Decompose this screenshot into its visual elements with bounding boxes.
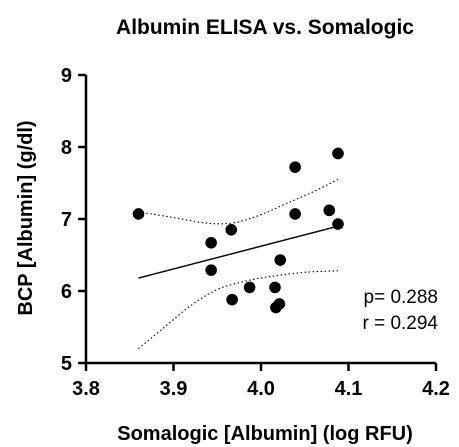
r-value-annotation: r = 0.294: [362, 313, 438, 334]
data-point: [243, 281, 256, 294]
regression-line: [138, 225, 339, 279]
data-point: [205, 236, 217, 249]
regression-line-group: [138, 225, 339, 279]
x-axis-ticks: 3.8 3.9 4.0 4.1 4.2: [72, 363, 450, 400]
data-point: [132, 208, 145, 220]
x-tick-label: 4.1: [335, 378, 363, 400]
y-axis-ticks: 5 6 7 8 9: [61, 65, 86, 375]
confidence-band: [138, 178, 339, 350]
data-point: [269, 281, 281, 294]
data-point: [205, 264, 217, 276]
confidence-band-upper: [138, 178, 339, 225]
x-tick-label: 3.8: [72, 378, 100, 400]
x-tick-label: 4.2: [422, 378, 450, 400]
y-tick-label: 7: [61, 209, 72, 231]
x-axis-label: Somalogic [Albumin] (log RFU): [117, 423, 413, 445]
data-point: [323, 204, 336, 217]
data-points: [132, 147, 344, 314]
confidence-band-lower: [138, 270, 339, 350]
y-tick-label: 8: [61, 137, 72, 159]
x-tick-label: 3.9: [160, 378, 188, 400]
y-tick-label: 9: [61, 65, 72, 87]
data-point: [274, 254, 287, 266]
data-point: [332, 147, 344, 160]
y-axis-label: BCP [Albumin] (g/dl): [15, 120, 37, 315]
data-point: [273, 298, 286, 310]
chart-title: Albumin ELISA vs. Somalogic: [116, 16, 414, 39]
data-point: [332, 218, 344, 230]
x-tick-label: 4.0: [247, 378, 275, 400]
data-point: [289, 161, 301, 173]
data-point: [225, 224, 238, 236]
p-value-annotation: p= 0.288: [364, 287, 439, 308]
y-tick-label: 6: [61, 281, 72, 303]
data-point: [289, 208, 301, 220]
y-tick-label: 5: [61, 353, 72, 375]
data-point: [226, 293, 238, 306]
